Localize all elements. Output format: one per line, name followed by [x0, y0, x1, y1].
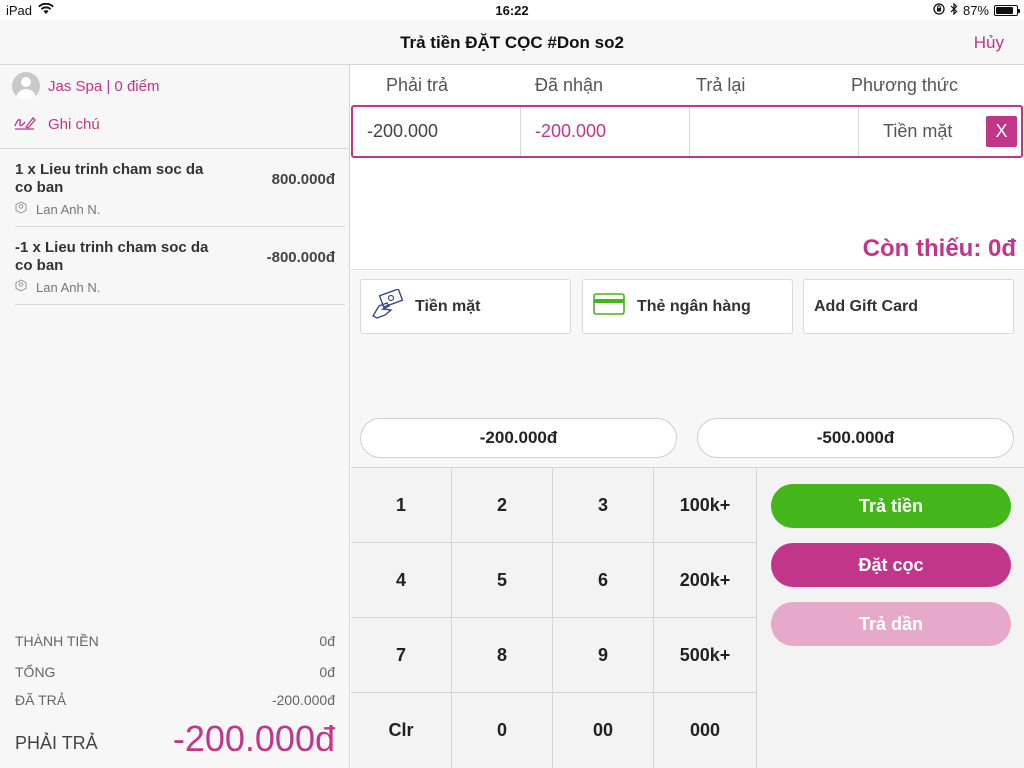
keypad-key[interactable]: 5	[452, 543, 553, 618]
payment-panel: Phải trả Đã nhận Trả lại Phương thức -20…	[351, 65, 1024, 768]
customer-label: Jas Spa | 0 điểm	[48, 77, 160, 95]
received-cell[interactable]: -200.000	[521, 107, 690, 156]
staff-icon	[15, 279, 27, 295]
keypad-key[interactable]: 4	[351, 543, 452, 618]
battery-percent: 87%	[962, 3, 989, 18]
total-label: TỔNG	[15, 664, 56, 680]
method-cell: Tiền mặt	[883, 121, 953, 141]
paid-row: ĐÃ TRẢ -200.000đ	[15, 692, 335, 708]
subtotal-row: THÀNH TIỀN 0đ	[15, 633, 335, 649]
keypad-key[interactable]: 000	[689, 720, 721, 740]
remove-payment-button[interactable]: X	[986, 116, 1017, 147]
bank-card-icon	[593, 292, 625, 321]
remaining-amount: Còn thiếu: 0đ	[862, 235, 1016, 262]
keypad-key[interactable]: 3	[553, 468, 654, 543]
nav-bar: Trả tiền ĐẶT CỌC #Don so2 Hủy	[0, 20, 1024, 65]
bank-card-method-label: Thẻ ngân hàng	[637, 297, 751, 315]
column-header: Trả lại	[696, 75, 746, 95]
list-item[interactable]: 1 x Lieu trinh cham soc da co ban 800.00…	[15, 149, 345, 227]
page-title: Trả tiền ĐẶT CỌC #Don so2	[400, 33, 624, 52]
customer-selector[interactable]: Jas Spa | 0 điểm	[12, 72, 159, 100]
note-label: Ghi chú	[48, 115, 100, 133]
keypad-key[interactable]: 6	[553, 543, 654, 618]
keypad-key[interactable]: 9	[553, 618, 654, 693]
quick-amount-button[interactable]: -500.000đ	[697, 418, 1014, 458]
bluetooth-icon	[950, 2, 958, 18]
divider	[0, 148, 350, 149]
list-item[interactable]: -1 x Lieu trinh cham soc da co ban -800.…	[15, 227, 345, 305]
keypad-key[interactable]: 2	[452, 468, 553, 543]
amount-due-value: -200.000đ	[172, 718, 335, 759]
clock: 16:22	[495, 3, 529, 18]
payment-table-header: Phải trả Đã nhận Trả lại Phương thức	[351, 75, 1024, 97]
subtotal-label: THÀNH TIỀN	[15, 633, 99, 649]
installment-button[interactable]: Trả dần	[771, 602, 1011, 646]
payment-row[interactable]: -200.000 -200.000 Tiền mặt X	[351, 105, 1023, 158]
action-buttons: Trả tiền Đặt cọc Trả dần	[756, 467, 1024, 768]
note-button[interactable]: Ghi chú	[14, 114, 100, 134]
battery-icon	[994, 5, 1020, 16]
bank-card-method-button[interactable]: Thẻ ngân hàng	[582, 279, 793, 334]
keypad-key[interactable]: 8	[452, 618, 553, 693]
keypad-key[interactable]: 1	[351, 468, 452, 543]
paid-value: -200.000đ	[271, 692, 335, 708]
paid-label: ĐÃ TRẢ	[15, 692, 67, 708]
total-value: 0đ	[319, 664, 335, 680]
deposit-button[interactable]: Đặt cọc	[771, 543, 1011, 587]
quick-amount-button[interactable]: -200.000đ	[360, 418, 677, 458]
avatar	[12, 72, 40, 100]
total-row: TỔNG 0đ	[15, 664, 335, 680]
item-name: -1 x Lieu trinh cham soc da co ban	[15, 239, 209, 274]
item-price: 800.000đ	[271, 171, 335, 188]
status-bar: iPad 16:22 87%	[0, 0, 1024, 20]
cash-method-label: Tiền mặt	[415, 297, 481, 315]
pay-button[interactable]: Trả tiền	[771, 484, 1011, 528]
item-price: -800.000đ	[266, 249, 335, 266]
rotation-lock-icon	[933, 3, 945, 18]
change-cell[interactable]	[690, 107, 859, 156]
numeric-keypad: 1 2 3 100k+ 4 5 6 200k+ 7 8 9 500k+ Clr 0 00 000	[351, 467, 756, 768]
signature-pen-icon	[14, 114, 36, 134]
keypad-key[interactable]: Clr	[351, 693, 452, 768]
gift-card-method-label: Add Gift Card	[814, 297, 918, 315]
keypad-key[interactable]: 500k+	[654, 618, 756, 693]
item-name: 1 x Lieu trinh cham soc da co ban	[15, 161, 204, 196]
cancel-button[interactable]: Hủy	[973, 33, 1004, 52]
column-header: Đã nhận	[535, 75, 604, 95]
amount-due-label: PHẢI TRẢ	[15, 733, 98, 753]
column-header: Phương thức	[851, 75, 958, 95]
order-summary-panel: Jas Spa | 0 điểm Ghi chú 1 x Lieu trinh …	[0, 65, 350, 768]
keypad-key[interactable]: 00	[553, 693, 654, 768]
subtotal-value: 0đ	[319, 633, 335, 649]
item-staff: Lan Anh N.	[15, 201, 100, 217]
keypad-key[interactable]: 200k+	[654, 543, 756, 618]
keypad-key[interactable]: 7	[351, 618, 452, 693]
column-header: Phải trả	[386, 75, 449, 95]
staff-name: Lan Anh N.	[36, 201, 101, 217]
staff-name: Lan Anh N.	[36, 279, 101, 295]
device-name: iPad	[6, 3, 33, 18]
gift-card-method-button[interactable]: Add Gift Card	[803, 279, 1014, 334]
cash-method-button[interactable]: Tiền mặt	[360, 279, 571, 334]
due-cell[interactable]: -200.000	[353, 107, 521, 156]
wifi-icon	[38, 2, 54, 18]
staff-icon	[15, 201, 27, 217]
keypad-key[interactable]: 100k+	[654, 468, 756, 543]
item-staff: Lan Anh N.	[15, 279, 100, 295]
keypad-key[interactable]: 0	[452, 693, 553, 768]
cash-icon	[371, 288, 405, 324]
